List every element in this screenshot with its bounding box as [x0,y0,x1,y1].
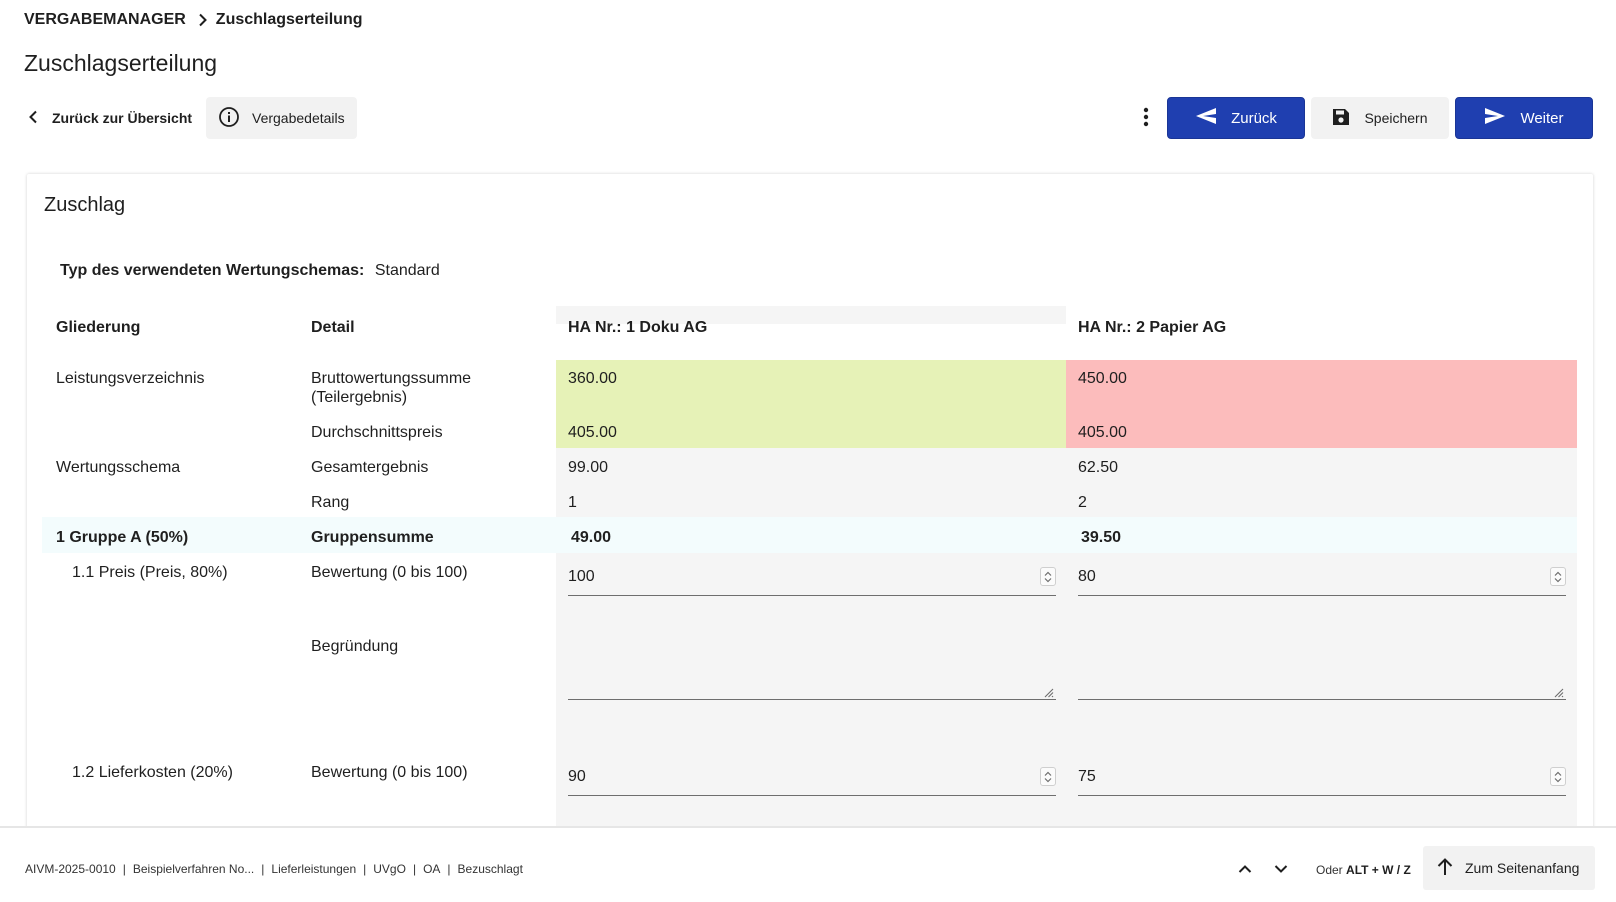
shortcut-keys: ALT + W / Z [1346,863,1411,877]
preis-score-bidder1-value: 100 [568,567,595,585]
row-liefer-detail: Bewertung (0 bis 100) [311,764,468,781]
row-lv-b1-v1: 360.00 [568,370,617,387]
row-ws-b2-v2: 2 [1078,494,1087,511]
chevron-left-icon [28,110,38,127]
row-ws-detail1: Gesamtergebnis [311,459,429,476]
weiter-label: Weiter [1520,109,1564,127]
procedure-meta: AIVM-2025-0010 | Beispielverfahren No...… [25,862,523,876]
preis-score-input-bidder1[interactable]: 100 [568,558,1056,596]
award-card: Zuschlag Typ des verwendeten Wertungsche… [27,174,1593,834]
save-icon [1332,108,1350,129]
preis-justification-textarea-bidder1[interactable] [568,620,1056,700]
row-preis-gliederung: 1.1 Preis (Preis, 80%) [72,564,228,581]
header-gliederung: Gliederung [56,319,141,336]
resize-icon[interactable] [1552,685,1564,698]
back-to-overview-button[interactable]: Zurück zur Übersicht [22,99,192,137]
liefer-score-bidder1-value: 90 [568,767,586,785]
schema-type-label: Typ des verwendeten Wertungschemas: [60,262,365,279]
liefer-score-bidder2-value: 75 [1078,767,1096,785]
zurueck-label: Zurück [1231,109,1277,127]
more-vert-icon [1143,107,1149,132]
scroll-to-top-button[interactable]: Zum Seitenanfang [1423,846,1595,890]
header-bidder2: HA Nr.: 2 Papier AG [1078,319,1227,336]
info-icon [218,106,240,131]
row-preis-begruendung-label: Begründung [311,638,399,655]
row-group-b2: 39.50 [1081,529,1122,546]
scroll-to-top-label: Zum Seitenanfang [1465,860,1580,876]
row-lv-gliederung: Leistungsverzeichnis [56,370,205,387]
breadcrumb-current: Zuschlagserteilung [215,11,363,28]
number-spinner-icon[interactable] [1550,767,1566,786]
meta-name: Beispielverfahren No... [132,862,255,876]
header-detail: Detail [311,319,355,336]
keyboard-shortcut-hint: Oder ALT + W / Z [1316,863,1411,877]
row-liefer-gliederung: 1.2 Lieferkosten (20%) [72,764,233,781]
chevron-up-icon [1238,861,1252,879]
meta-separator: | [412,862,417,876]
row-lv-detail1: Bruttowertungssumme (Teilergebnis) [311,370,472,406]
row-preis-detail: Bewertung (0 bis 100) [311,564,468,581]
row-lv-b2-v1: 450.00 [1078,370,1127,387]
liefer-score-input-bidder1[interactable]: 90 [568,758,1056,796]
send-back-icon [1195,107,1217,129]
schema-type: Typ des verwendeten Wertungschemas: Stan… [60,262,440,280]
preis-score-bidder2-value: 80 [1078,567,1096,585]
group-row [42,517,1577,553]
number-spinner-icon[interactable] [1550,567,1566,586]
bidder1-column-body [556,448,1066,834]
procurement-details-label: Vergabedetails [252,110,345,126]
procurement-details-button[interactable]: Vergabedetails [206,97,357,139]
breadcrumb: VERGABEMANAGER Zuschlagserteilung [24,10,363,30]
scroll-up-button[interactable] [1230,855,1260,885]
schema-type-value: Standard [374,262,440,279]
meta-separator: | [363,862,367,876]
meta-type: Lieferleistungen [271,862,357,876]
scroll-down-button[interactable] [1266,855,1296,885]
row-group-b1: 49.00 [571,529,612,546]
row-group-detail: Gruppensumme [311,529,434,546]
card-title: Zuschlag [44,194,126,216]
preis-score-input-bidder2[interactable]: 80 [1078,558,1566,596]
row-ws-detail2: Rang [311,494,350,511]
save-label: Speichern [1364,110,1428,126]
save-button[interactable]: Speichern [1311,97,1449,139]
meta-id: AIVM-2025-0010 [25,862,116,876]
more-options-button[interactable] [1131,103,1161,135]
row-lv-b2-v2: 405.00 [1078,424,1127,441]
zurueck-button[interactable]: Zurück [1167,97,1305,139]
meta-separator: | [122,862,126,876]
arrow-up-icon [1437,857,1453,879]
page-title: Zuschlagserteilung [24,50,218,76]
meta-separator: | [447,862,451,876]
send-icon [1484,107,1506,129]
row-lv-b1-v2: 405.00 [568,424,617,441]
bidder2-column-body [1066,448,1577,834]
best-value-cell [556,360,1066,448]
breadcrumb-root[interactable]: VERGABEMANAGER [24,11,186,28]
shortcut-prefix: Oder [1316,863,1343,877]
row-lv-detail2: Durchschnittspreis [311,424,443,441]
preis-justification-textarea-bidder2[interactable] [1078,620,1566,700]
chevron-down-icon [1274,861,1288,879]
liefer-score-input-bidder2[interactable]: 75 [1078,758,1566,796]
row-ws-gliederung: Wertungsschema [56,459,181,476]
status-footer: AIVM-2025-0010 | Beispielverfahren No...… [0,826,1616,902]
weiter-button[interactable]: Weiter [1455,97,1593,139]
resize-icon[interactable] [1042,685,1054,698]
worst-value-cell [1066,360,1577,448]
meta-procedure: OA [423,862,441,876]
number-spinner-icon[interactable] [1040,567,1056,586]
chevron-right-icon [198,13,208,27]
meta-separator: | [261,862,265,876]
meta-status: Bezuschlagt [457,862,523,876]
row-ws-b2-v1: 62.50 [1078,459,1119,476]
row-ws-b1-v1: 99.00 [568,459,609,476]
meta-regulation: UVgO [373,862,406,876]
row-group-gliederung: 1 Gruppe A (50%) [56,529,189,546]
number-spinner-icon[interactable] [1040,767,1056,786]
header-bidder1: HA Nr.: 1 Doku AG [568,319,708,336]
row-ws-b1-v2: 1 [568,494,577,511]
back-to-overview-label: Zurück zur Übersicht [52,110,193,126]
bidder1-column [556,306,1066,324]
